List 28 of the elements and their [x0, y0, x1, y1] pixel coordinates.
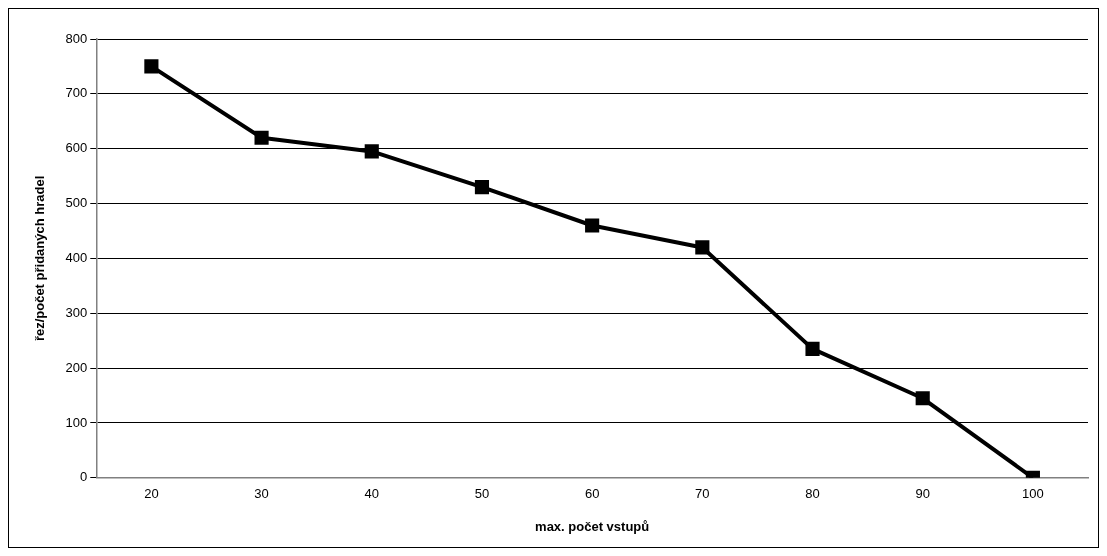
y-tick-label: 700	[65, 85, 88, 101]
x-tick-label: 90	[915, 486, 930, 502]
x-tick-label: 70	[695, 486, 710, 502]
point	[915, 391, 930, 406]
x-tick-label: 100	[1022, 486, 1044, 502]
x-tick-label: 80	[805, 486, 820, 502]
point	[585, 218, 600, 233]
x-axis-title: max. počet vstupů	[535, 518, 650, 534]
y-tick-label: 0	[80, 469, 88, 485]
point	[474, 180, 490, 195]
x-tick-label: 50	[474, 486, 490, 502]
x-tick-label: 60	[584, 486, 600, 502]
point	[805, 341, 820, 356]
y-tick-label: 200	[65, 359, 88, 375]
x-tick-label: 30	[254, 486, 269, 502]
y-axis-title: řez/počet přidaných hradel	[32, 175, 48, 342]
x-tick-label: 20	[144, 486, 159, 502]
y-tick-label: 500	[65, 195, 88, 211]
x-tick-label: 40	[364, 486, 379, 502]
point	[254, 130, 269, 145]
point	[144, 59, 159, 74]
y-tick-label: 600	[65, 140, 88, 156]
point	[695, 240, 710, 255]
y-tick-label: 300	[65, 304, 88, 320]
y-tick-label: 800	[65, 30, 88, 46]
y-tick-label: 100	[65, 414, 88, 430]
point	[364, 144, 379, 159]
y-tick-label: 400	[65, 249, 88, 265]
